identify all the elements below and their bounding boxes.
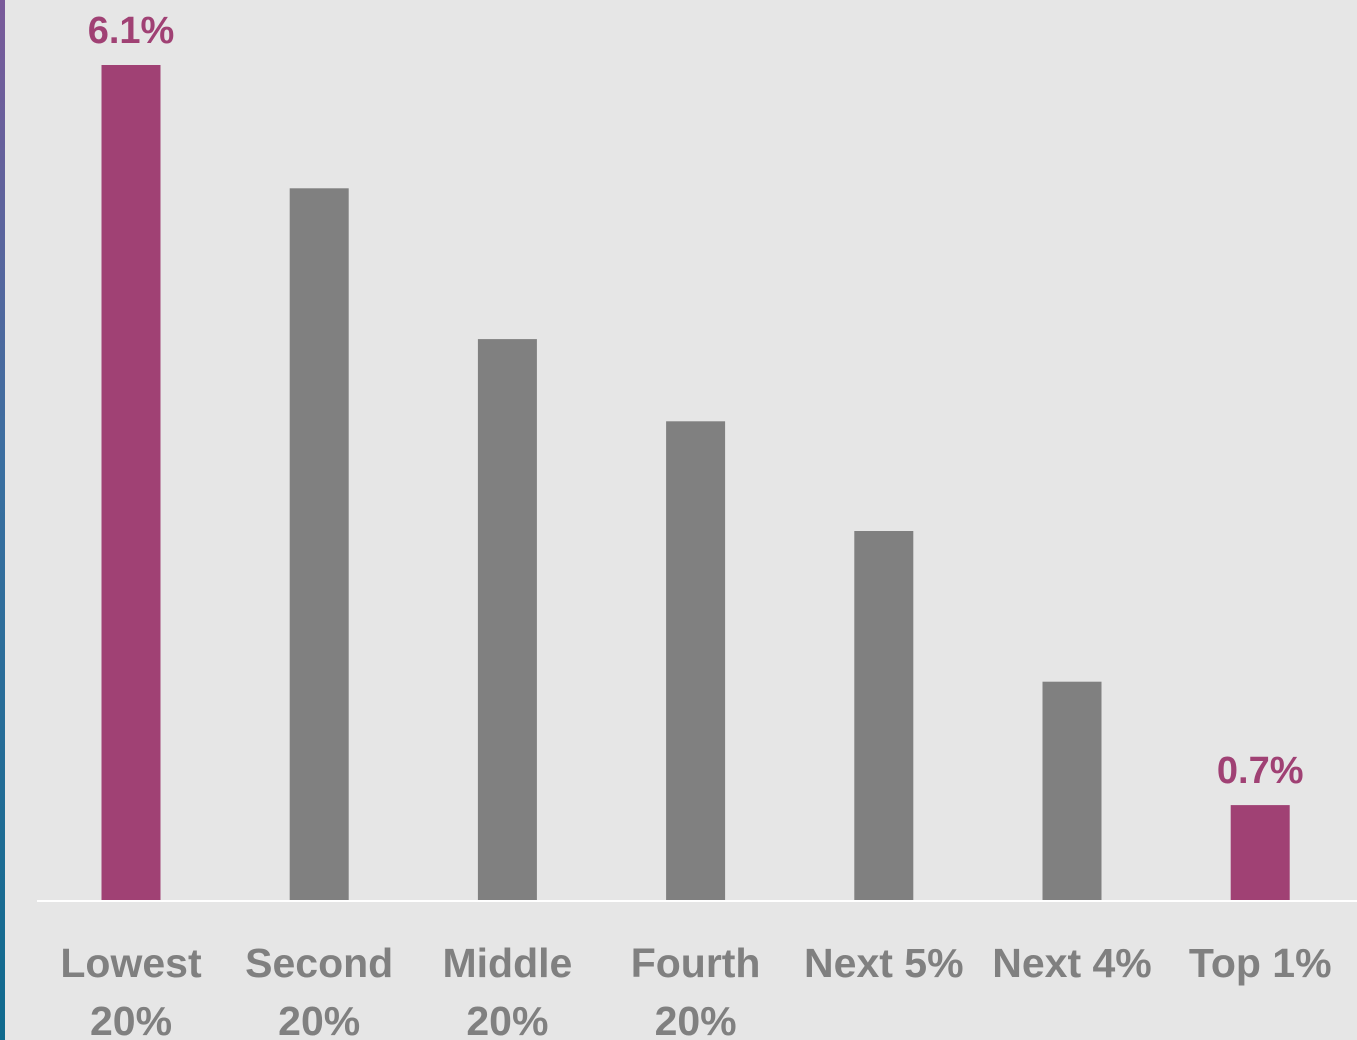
- bar: [477, 339, 537, 902]
- data-label: 0.7%: [1217, 750, 1304, 792]
- category-labels-group: Lowest 20% Second 20% Middle 20% Fourth 20% Next…: [60, 940, 1331, 1040]
- category-tick-label: Second: [245, 940, 393, 986]
- category-tick-label: Lowest: [60, 940, 202, 986]
- data-labels-group: 6.1% 0.7%: [88, 10, 1304, 792]
- category-tick-label: 20%: [466, 998, 548, 1040]
- bar: [666, 421, 726, 901]
- category-tick-label: 20%: [655, 998, 737, 1040]
- category-tick-label: 20%: [278, 998, 360, 1040]
- data-label: 6.1%: [88, 10, 175, 52]
- category-tick-label: 20%: [90, 998, 172, 1040]
- bar: [1042, 681, 1102, 901]
- category-tick-label: Top 1%: [1189, 940, 1332, 986]
- bar: [289, 188, 349, 902]
- bar: [854, 531, 914, 901]
- edge-accent-strip: [0, 0, 5, 1040]
- category-tick-label: Next 4%: [992, 940, 1152, 986]
- category-tick-label: Fourth: [631, 940, 761, 986]
- category-tick-label: Middle: [442, 940, 572, 986]
- category-tick-label: Next 5%: [804, 940, 964, 986]
- bar: [101, 65, 161, 901]
- bar: [1230, 805, 1290, 901]
- bars-group: [101, 65, 1290, 902]
